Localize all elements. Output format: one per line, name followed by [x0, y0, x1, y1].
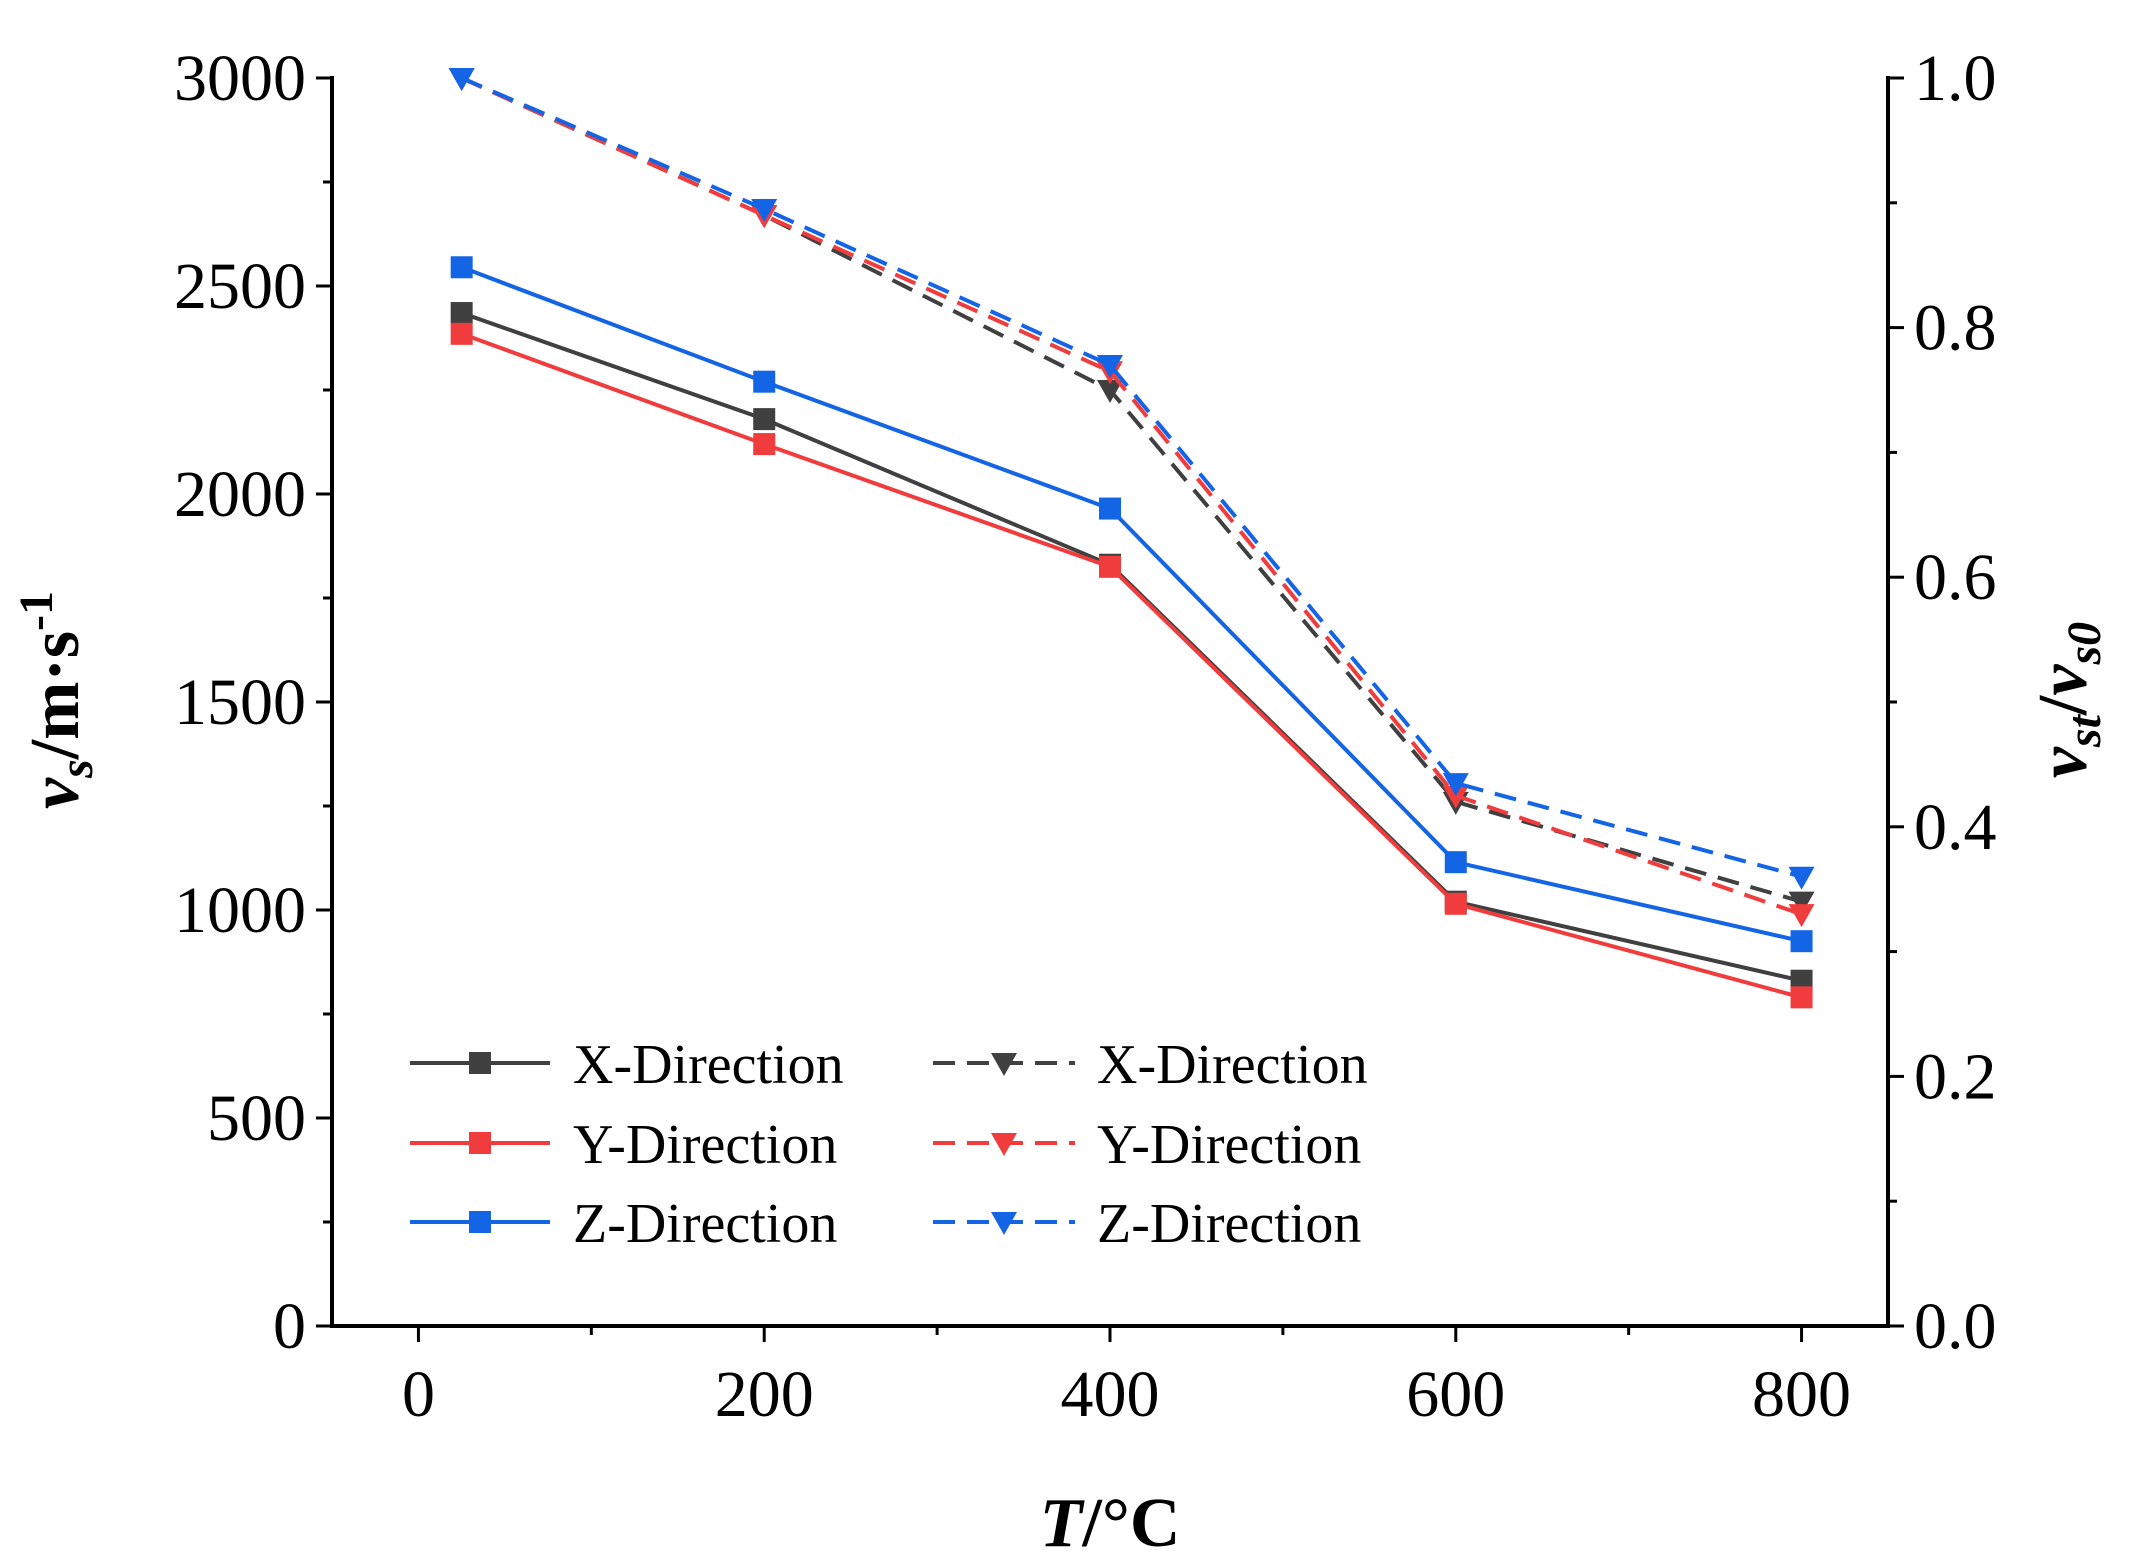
legend-item: Y-Direction [933, 1114, 1361, 1176]
series-line-z-direction-vs [460, 265, 1803, 944]
legend-item: Z-Direction [933, 1193, 1361, 1255]
y-left-title-sub: s [50, 759, 103, 779]
x-axis: 0 200 400 600 800 [402, 1326, 1851, 1431]
legend-item: Y-Direction [410, 1114, 837, 1176]
data-point-z-direction-ratio [1442, 773, 1469, 797]
y-right-tick-label: 0.4 [1914, 791, 1997, 864]
legend-label: X-Direction [573, 1034, 844, 1096]
y-right-title-var1: v [2025, 746, 2102, 778]
data-point-z-direction-vs [1099, 497, 1121, 520]
data-point-x-direction-vs [753, 408, 776, 431]
data-point-y-direction-vs [753, 433, 776, 456]
data-point-z-direction-vs [753, 370, 776, 393]
series-z-direction-ratio [448, 68, 1815, 890]
y-right-tick-label: 1.0 [1914, 42, 1997, 115]
legend-marker [991, 1212, 1017, 1235]
series-y-direction-ratio [448, 68, 1815, 928]
y-axis-left-title: vs/m·s-1 [10, 591, 103, 809]
data-point-z-direction-vs [1444, 851, 1467, 874]
data-point-z-direction-ratio [448, 68, 475, 91]
y-left-tick-label: 3000 [174, 42, 306, 115]
data-point-x-direction-ratio [1788, 891, 1815, 915]
legend-marker [469, 1132, 491, 1154]
legend-item: X-Direction [410, 1034, 844, 1096]
legend-item: X-Direction [933, 1034, 1368, 1096]
y-right-title-sub2: s0 [2058, 622, 2111, 666]
y-left-title-var: v [17, 777, 94, 809]
data-point-y-direction-ratio [1442, 785, 1469, 809]
y-left-tick-label: 500 [207, 1082, 306, 1155]
y-right-tick-label: 0.6 [1914, 541, 1997, 614]
legend-label: Y-Direction [1097, 1114, 1361, 1176]
y-right-tick-label: 0.0 [1914, 1290, 1997, 1363]
legend-label: Y-Direction [573, 1114, 837, 1176]
legend-label: Z-Direction [573, 1193, 837, 1255]
legend-marker [469, 1052, 491, 1074]
y-axis-right: 0.0 0.2 0.4 0.6 0.8 1.0 [1888, 42, 1997, 1363]
data-point-y-direction-ratio [1788, 904, 1815, 928]
x-axis-title: T/°C [1040, 1485, 1181, 1562]
legend-marker [991, 1053, 1017, 1076]
series-line-y-direction-ratio [460, 76, 1803, 917]
series-y-direction-vs [450, 322, 1813, 1009]
data-point-y-direction-vs [1099, 555, 1121, 578]
x-axis-title-var: T [1040, 1485, 1086, 1562]
series-layer [448, 68, 1815, 1009]
data-point-x-direction-vs [1790, 969, 1813, 992]
legend: X-Direction Y-Direction Z-Direction X-Direc… [410, 1034, 1368, 1255]
x-tick-label: 600 [1406, 1358, 1505, 1431]
y-right-tick-label: 0.8 [1914, 292, 1997, 365]
data-point-z-direction-ratio [751, 199, 778, 223]
series-x-direction-ratio [448, 68, 1815, 915]
data-point-y-direction-vs [1790, 986, 1813, 1009]
y-left-title-sup: -1 [10, 591, 63, 631]
data-point-y-direction-vs [1444, 892, 1467, 915]
y-left-tick-label: 0 [273, 1290, 306, 1363]
x-tick-label: 0 [402, 1358, 435, 1431]
series-line-y-direction-vs [461, 331, 1803, 1000]
y-axis-left: 0 500 1000 1500 2000 2500 3000 [174, 42, 332, 1363]
y-left-tick-label: 1500 [174, 666, 306, 739]
x-tick-label: 200 [715, 1358, 814, 1431]
data-point-z-direction-vs [1790, 930, 1813, 953]
data-point-z-direction-ratio [1097, 355, 1123, 379]
legend-label: X-Direction [1097, 1034, 1368, 1096]
y-right-title-slash: / [2025, 694, 2102, 716]
x-axis-title-unit: /°C [1081, 1485, 1180, 1562]
y-right-title-sub1: st [2058, 713, 2111, 748]
data-point-z-direction-vs [450, 256, 473, 279]
legend-item: Z-Direction [410, 1193, 837, 1255]
x-tick-label: 400 [1061, 1358, 1160, 1431]
series-z-direction-vs [450, 256, 1813, 953]
y-right-tick-label: 0.2 [1914, 1040, 1997, 1113]
y-axis-right-title: vst/vs0 [2025, 622, 2111, 778]
series-line-x-direction-ratio [460, 76, 1803, 904]
series-line-z-direction-ratio [460, 76, 1803, 879]
y-left-title-unit: /m·s [17, 631, 94, 760]
legend-marker [991, 1133, 1017, 1156]
legend-label: Z-Direction [1097, 1193, 1361, 1255]
y-left-tick-label: 2500 [174, 250, 306, 323]
data-point-y-direction-vs [450, 322, 473, 345]
y-left-tick-label: 1000 [174, 874, 306, 947]
data-point-x-direction-ratio [1097, 380, 1123, 403]
x-tick-label: 800 [1752, 1358, 1851, 1431]
data-point-z-direction-ratio [1788, 866, 1815, 890]
y-left-tick-label: 2000 [174, 458, 306, 531]
data-point-x-direction-vs [450, 302, 473, 325]
y-right-title-var2: v [2025, 664, 2102, 696]
legend-marker [469, 1211, 491, 1233]
